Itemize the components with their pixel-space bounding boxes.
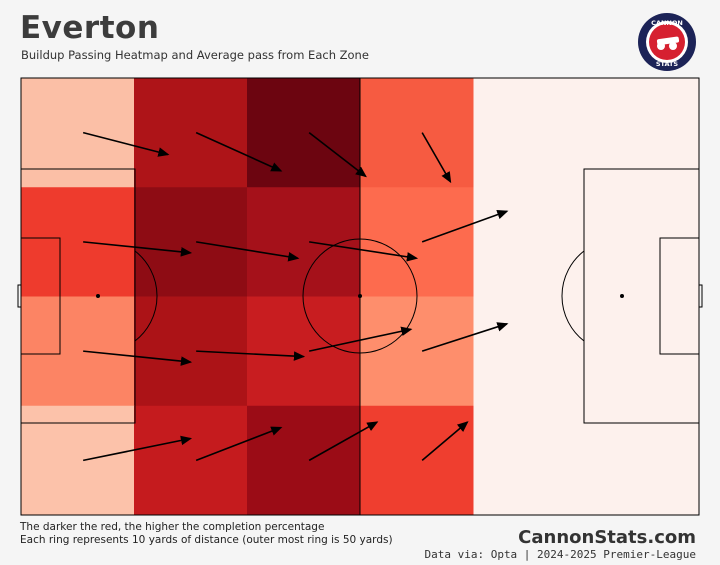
cannon-icon [656,36,680,50]
cannon-stats-logo: CANNON STATS [638,13,696,71]
heatmap-cell [360,78,474,188]
pass-arrow [195,426,283,462]
data-source: Data via: Opta | 2024-2025 Premier-Leagu… [424,548,696,561]
pass-arrow [196,350,306,361]
pass-arrow [421,210,509,243]
heatmap-cell [247,78,361,188]
center-circle [302,238,418,354]
pitch-heatmap [17,77,703,516]
pitch-markings [17,77,703,516]
pass-arrow [195,131,283,172]
left-penalty-spot [96,294,100,298]
logo-top-text: CANNON [651,19,683,27]
left-goal [17,284,22,308]
pass-arrow [421,421,469,461]
center-spot [358,294,362,298]
color-note: The darker the red, the higher the compl… [20,521,325,533]
pass-arrow [82,435,193,462]
pass-arrow [83,241,193,257]
brand-name: CannonStats.com [518,527,696,548]
heatmap-cell [134,78,248,188]
pass-arrow [421,132,452,184]
right-penalty-spot [620,294,624,298]
heatmap-cell [21,405,135,516]
chart-subtitle: Buildup Passing Heatmap and Average pass… [21,48,369,62]
heatmap-cell [134,187,248,297]
pass-arrow [308,131,367,178]
heatmap-cell [360,296,474,407]
heatmap-cell [21,187,135,297]
heatmap-cell [247,187,361,297]
pass-arrows [82,131,509,462]
chart-title: Everton [20,10,160,46]
pass-arrow [421,322,509,352]
heatmap-cell [134,405,248,516]
pass-arrow [309,241,419,262]
pass-arrow [308,326,413,352]
ring-note: Each ring represents 10 yards of distanc… [20,534,393,546]
heatmap-cell [247,296,361,407]
heatmap-cell [360,405,474,516]
heatmap-cell [134,296,248,407]
pass-arrow [83,350,193,366]
heatmap-cell [247,405,361,516]
left-penalty-arc [134,250,158,342]
right-goal [698,284,703,308]
pass-arrow [308,421,379,462]
pass-arrow [196,241,300,262]
pass-arrow [82,131,170,157]
heatmap-cell [21,296,135,407]
heatmap-cell [21,78,135,188]
right-penalty-arc [561,250,585,342]
logo-bottom-text: STATS [656,60,679,68]
